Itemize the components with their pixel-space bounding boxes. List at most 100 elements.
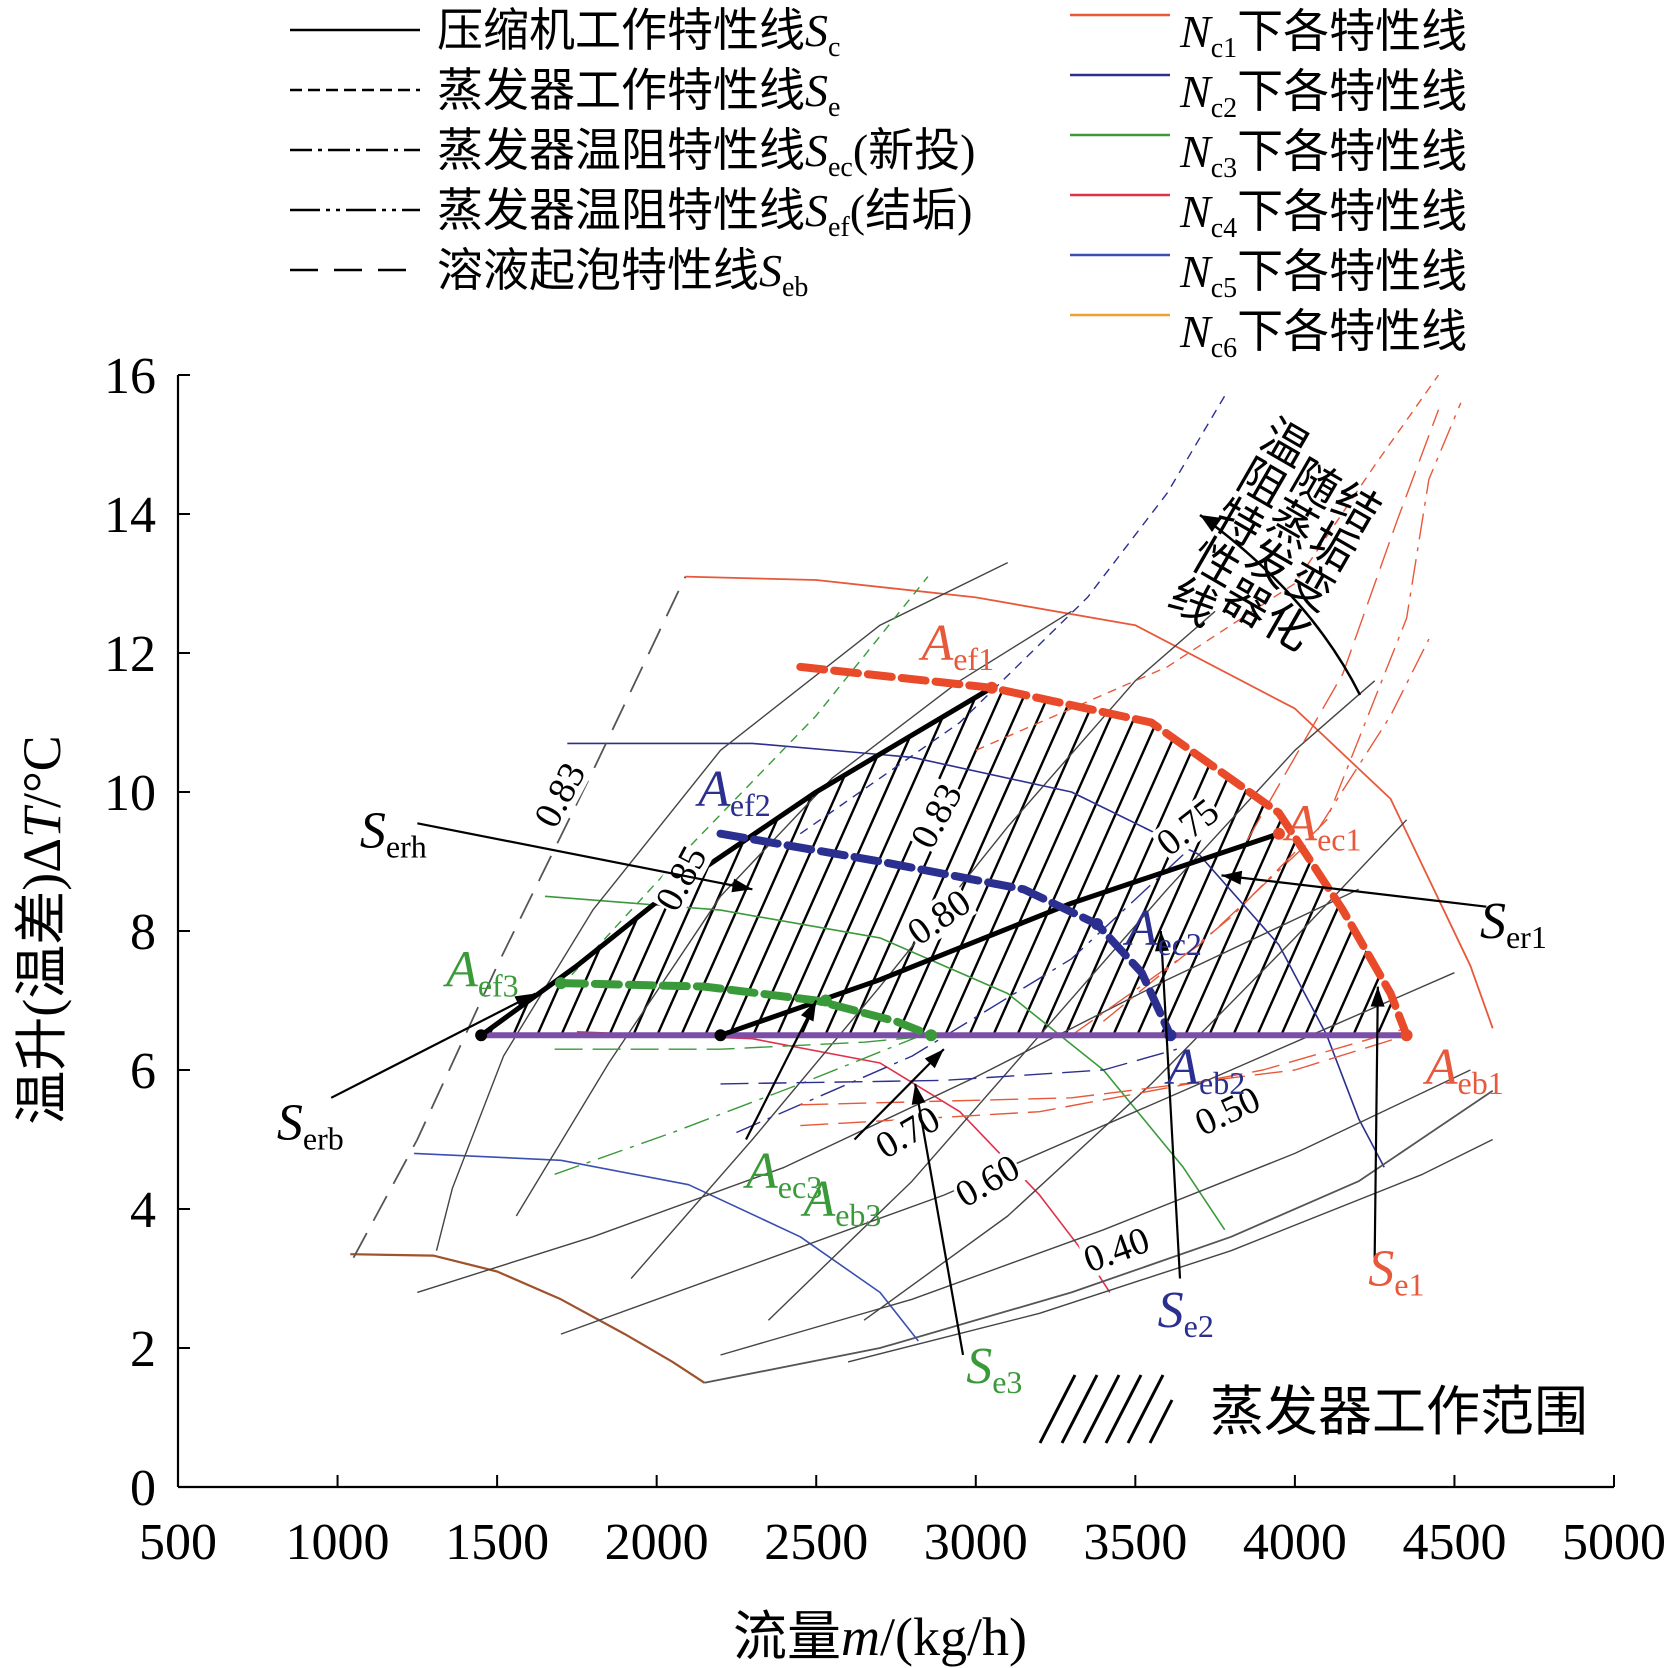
series-speed-nc1 [685, 575, 1494, 1029]
legend-speed-subscript: c1 [1211, 33, 1237, 64]
annotation-a-ef2-symbol: A [695, 761, 730, 818]
legend-entry-suffix: (新投) [853, 125, 976, 176]
legend-entry-subscript: c [828, 32, 840, 63]
y-ticks: 0 2 4 6 8 10 12 14 16 [104, 348, 190, 1517]
annotation-s-erh-symbol: S [360, 803, 386, 860]
x-tick-label: 500 [139, 1514, 217, 1571]
efficiency-label-text: 0.83 [903, 777, 971, 855]
pointer-line [1221, 874, 1487, 908]
annotation-a-ef3-subscript: ef3 [478, 968, 519, 1004]
point-marker [1400, 1029, 1413, 1042]
legend-speed-symbol: N [1179, 66, 1213, 117]
legend-entry-subscript: e [828, 92, 840, 123]
legend: 压缩机工作特性线Sc蒸发器工作特性线Se蒸发器温阻特性线Sec(新投)蒸发器温阻… [290, 5, 1467, 364]
legend-speed-c3: Nc3下各特性线 [1179, 126, 1467, 184]
series-speed-nc3 [544, 895, 1226, 1231]
hatch-line [920, 687, 1093, 1036]
y-tick-label: 2 [130, 1321, 156, 1378]
legend-speed-c5: Nc5下各特性线 [1179, 246, 1467, 304]
annotation-a-ef3: Aef3 [443, 942, 519, 1004]
legend-entry-suffix: (结垢) [850, 185, 973, 236]
annotation-a-ec3-subscript: ec3 [778, 1169, 822, 1205]
legend-entry-ec: 蒸发器温阻特性线Sec(新投) [437, 125, 976, 183]
efficiency-label: 0.83 [903, 777, 971, 855]
hatch-line [824, 687, 997, 1036]
legend-entry-e: 蒸发器工作特性线Se [437, 65, 840, 123]
legend-entry-symbol: S [805, 65, 828, 116]
hatch-legend-label: 蒸发器工作范围 [1210, 1382, 1588, 1442]
efficiency-label-bg [528, 756, 593, 834]
series-eff-0.60 [560, 972, 1455, 1335]
hatch-line [1425, 653, 1595, 1035]
annotation-a-eb1: Aeb1 [1423, 1039, 1504, 1101]
efficiency-label: 0.83 [526, 756, 594, 834]
annotation-a-eb3-symbol: A [800, 1171, 835, 1228]
annotation-s-erh: Serh [360, 803, 427, 865]
efficiency-label-bg [1078, 1221, 1155, 1279]
series-bottom-boundary [350, 1253, 706, 1384]
legend-entry-name: 蒸发器温阻特性线 [437, 125, 805, 176]
y-tick-label: 4 [130, 1182, 156, 1239]
efficiency-label-bg [1189, 1080, 1267, 1143]
legend-entry-name: 蒸发器温阻特性线 [437, 185, 805, 236]
legend-speed-text: 下各特性线 [1237, 126, 1467, 177]
annotation-a-ec2-subscript: ec2 [1158, 926, 1202, 962]
y-axis-label: 温升(温差)ΔT/°C [12, 735, 72, 1124]
legend-speed-subscript: c5 [1211, 273, 1237, 304]
legend-speed-subscript: c6 [1211, 333, 1237, 364]
axes: 500 1000 1500 2000 2500 3000 3500 4000 4500 5000 … [12, 348, 1666, 1667]
legend-speed-symbol: N [1179, 6, 1213, 57]
series-se1-lower [800, 1027, 1407, 1127]
efficiency-label-text: 0.60 [948, 1146, 1027, 1216]
x-tick-label: 3000 [924, 1514, 1028, 1571]
point-marker [925, 1029, 938, 1042]
efficiency-label-bg [904, 777, 969, 855]
annotation-s-e2-symbol: S [1158, 1282, 1184, 1339]
annotation-a-eb3: Aeb3 [800, 1171, 881, 1233]
pointer-arrowhead [731, 878, 753, 893]
series-surge-line [352, 576, 687, 1259]
annotation-a-eb1-subscript: eb1 [1457, 1065, 1503, 1101]
x-tick-label: 3500 [1083, 1514, 1187, 1571]
point-marker [819, 994, 832, 1007]
annotation-a-ec1-subscript: ec1 [1317, 822, 1361, 858]
point-marker [554, 977, 567, 990]
x-tick-label: 4500 [1402, 1514, 1506, 1571]
efficiency-label: 0.40 [1078, 1219, 1155, 1281]
pointer-arrowhead [1154, 931, 1169, 952]
annotation-a-ec2-symbol: A [1123, 900, 1158, 957]
series-eff-0.70 [417, 888, 1359, 1294]
y-tick-label: 16 [104, 348, 156, 405]
point-marker [1272, 827, 1285, 840]
pointer-arrowhead [911, 1083, 926, 1105]
annotation-a-ec1-symbol: A [1282, 796, 1317, 853]
series-eff-0.80 [767, 680, 1376, 1321]
annotation-a-ec3-symbol: A [743, 1143, 778, 1200]
series-ef-nc1-far [1246, 409, 1440, 841]
pointer-line [914, 1083, 965, 1356]
legend-speed-symbol: N [1179, 246, 1213, 297]
y-tick-label: 14 [104, 487, 156, 544]
legend-speed-c4: Nc4下各特性线 [1179, 186, 1467, 244]
point-marker [985, 681, 998, 694]
series-eff-0.83-left [435, 561, 1009, 1251]
legend-entry-symbol: S [759, 245, 782, 296]
hatch-line [896, 687, 1069, 1036]
series-eff-0.40 [847, 1138, 1494, 1363]
series-speed-nc5 [414, 1152, 919, 1342]
legend-entry-eb: 溶液起泡特性线Seb [437, 245, 808, 303]
series-ser-1 [719, 831, 1280, 1038]
x-ticks: 500 1000 1500 2000 2500 3000 3500 4000 4500 5000 [139, 1475, 1666, 1571]
annotation-a-ef1-subscript: ef1 [953, 641, 994, 677]
y-tick-label: 10 [104, 765, 156, 822]
annotation-s-erb: Serb [277, 1095, 344, 1157]
legend-entry-subscript: ef [828, 212, 850, 243]
hatch-line [944, 687, 1117, 1036]
legend-speed-symbol: N [1179, 186, 1213, 237]
series-ec-nc1-thin [1071, 638, 1430, 1036]
annotation-a-eb2-subscript: eb2 [1199, 1065, 1245, 1101]
legend-speed-text: 下各特性线 [1237, 186, 1467, 237]
pointer-line [745, 1000, 818, 1140]
annotation-s-e1-symbol: S [1368, 1240, 1394, 1297]
